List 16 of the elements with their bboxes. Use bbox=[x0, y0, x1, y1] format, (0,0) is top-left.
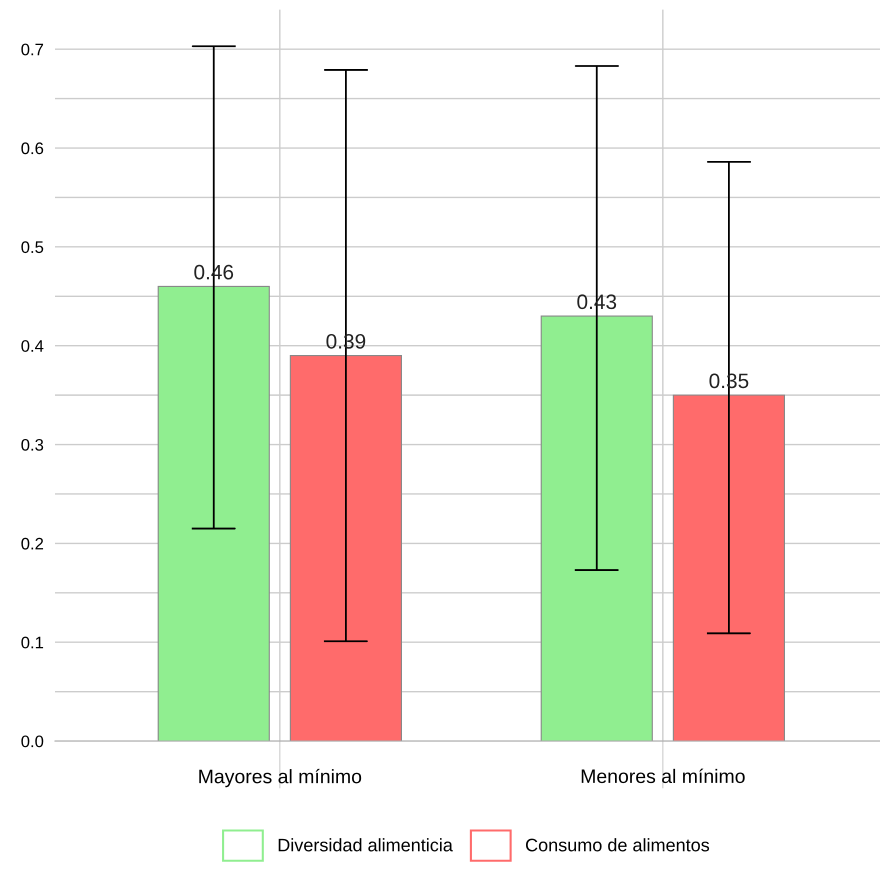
bar bbox=[290, 355, 402, 742]
y-tick-label: 0.0 bbox=[21, 735, 44, 748]
y-tick-label: 0.1 bbox=[21, 636, 44, 648]
y-tick-label: 0.6 bbox=[21, 142, 44, 154]
legend-label: Consumo de alimentos bbox=[526, 838, 710, 852]
bar bbox=[672, 394, 785, 742]
x-tick-label: Menores al mínimo bbox=[582, 768, 745, 784]
bar bbox=[540, 315, 653, 742]
legend-label: Diversidad alimenticia bbox=[278, 838, 453, 852]
y-tick-label: 0.3 bbox=[21, 438, 44, 451]
y-tick-label: 0.7 bbox=[21, 44, 44, 56]
y-tick-label: 0.5 bbox=[21, 241, 44, 254]
x-tick-label: Mayores al mínimo bbox=[199, 768, 362, 788]
bar bbox=[158, 286, 270, 742]
y-tick-label: 0.2 bbox=[21, 538, 44, 550]
y-tick-label: 0.4 bbox=[21, 340, 44, 352]
